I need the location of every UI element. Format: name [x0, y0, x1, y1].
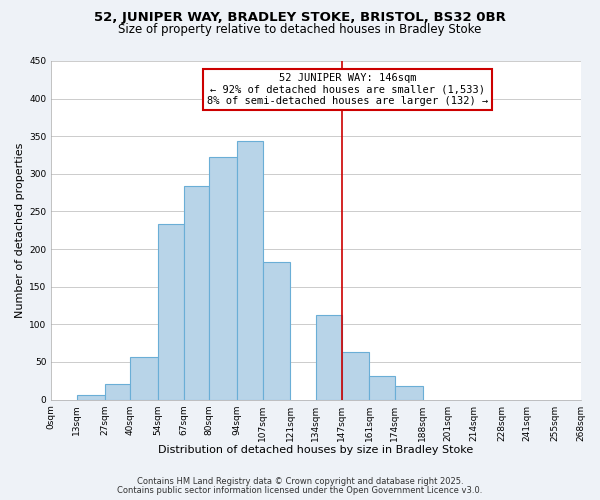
Bar: [263, 262, 290, 400]
Bar: [104, 384, 130, 400]
Bar: [369, 376, 395, 400]
Text: Contains HM Land Registry data © Crown copyright and database right 2025.: Contains HM Land Registry data © Crown c…: [137, 477, 463, 486]
Text: Contains public sector information licensed under the Open Government Licence v3: Contains public sector information licen…: [118, 486, 482, 495]
Bar: [77, 395, 104, 400]
Bar: [316, 316, 341, 400]
Bar: [184, 186, 209, 400]
Bar: [209, 156, 237, 400]
Bar: [158, 224, 184, 400]
Bar: [395, 386, 422, 400]
Text: 52 JUNIPER WAY: 146sqm
← 92% of detached houses are smaller (1,533)
8% of semi-d: 52 JUNIPER WAY: 146sqm ← 92% of detached…: [207, 73, 488, 106]
Text: 52, JUNIPER WAY, BRADLEY STOKE, BRISTOL, BS32 0BR: 52, JUNIPER WAY, BRADLEY STOKE, BRISTOL,…: [94, 11, 506, 24]
Bar: [237, 141, 263, 400]
X-axis label: Distribution of detached houses by size in Bradley Stoke: Distribution of detached houses by size …: [158, 445, 473, 455]
Bar: [130, 356, 158, 400]
Bar: [341, 352, 369, 400]
Text: Size of property relative to detached houses in Bradley Stoke: Size of property relative to detached ho…: [118, 22, 482, 36]
Y-axis label: Number of detached properties: Number of detached properties: [15, 142, 25, 318]
